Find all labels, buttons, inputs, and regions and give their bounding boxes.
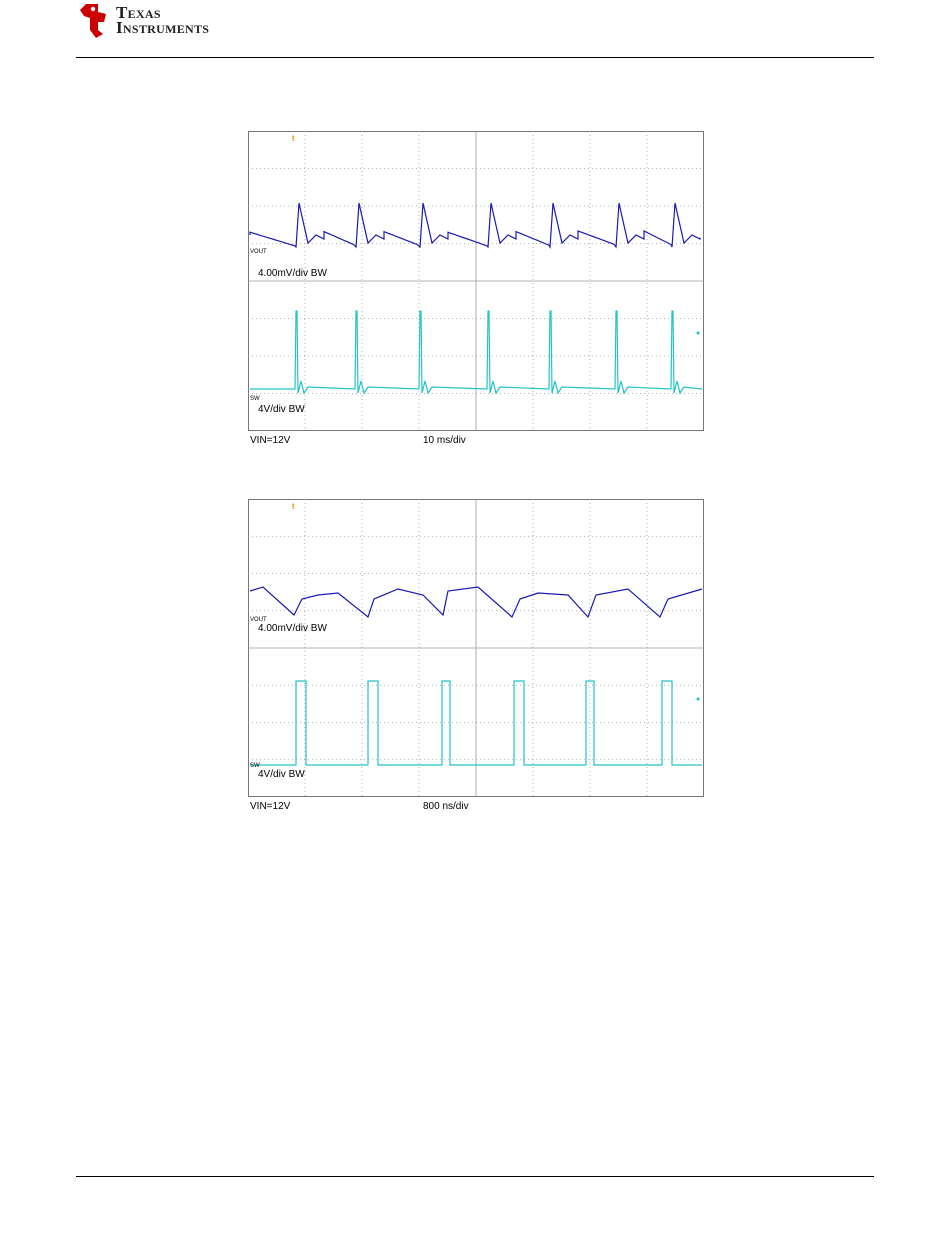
ch2-tag: SW [250, 396, 260, 402]
ch1-tag: VOUT [250, 617, 267, 623]
ch1-tag: VOUT [250, 249, 267, 255]
trigger-marker-icon: ŧ [292, 501, 295, 511]
ch1-scale: 4.00mV/div BW [258, 268, 327, 279]
header-rule [76, 57, 874, 58]
vin-label: VIN=12V [250, 435, 291, 446]
trigger-marker-icon: ŧ [292, 133, 295, 143]
logo-line-2: Instruments [116, 18, 210, 37]
ti-logo-text: Texas Instruments [116, 3, 210, 37]
timebase-label: 800 ns/div [423, 801, 469, 812]
sw-level-marker-icon [696, 331, 700, 335]
sw-trace [250, 310, 703, 395]
scope-screen-2: ŧ [248, 499, 704, 797]
vout-trace [249, 586, 703, 619]
scope-figure-2: ŧ VOUT 4.00mV/div BW SW 4V/div BW VIN=12… [248, 499, 704, 814]
scope-screen-1: ŧ [248, 131, 704, 431]
ti-logo-mark-icon [80, 4, 106, 38]
ch2-scale: 4V/div BW [258, 404, 305, 415]
sw-level-marker-icon [696, 697, 700, 701]
vout-trace [249, 202, 701, 250]
ti-logo: Texas Instruments [76, 0, 236, 42]
ch2-scale: 4V/div BW [258, 769, 305, 780]
ch1-scale: 4.00mV/div BW [258, 623, 327, 634]
timebase-label: 10 ms/div [423, 435, 466, 446]
sw-trace [250, 680, 702, 766]
vin-label: VIN=12V [250, 801, 291, 812]
logo-line-1: Texas [116, 3, 161, 22]
scope-figure-1: ŧ VOUT 4.00mV/div BW SW 4V/div BW VIN=12… [248, 131, 704, 457]
ch2-tag: SW [250, 763, 260, 769]
footer-rule [76, 1176, 874, 1177]
